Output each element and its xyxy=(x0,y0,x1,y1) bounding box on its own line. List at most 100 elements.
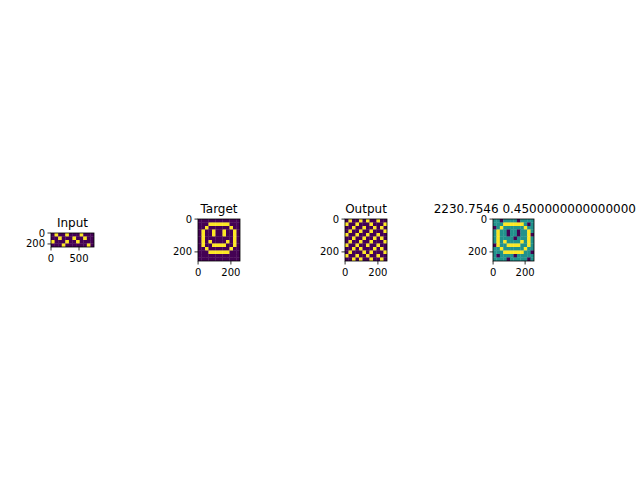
cell xyxy=(531,254,534,258)
cell xyxy=(356,237,360,241)
cell xyxy=(503,219,507,223)
cell xyxy=(51,240,55,244)
cell xyxy=(55,240,59,244)
frame xyxy=(198,219,240,261)
cell xyxy=(370,233,374,237)
cell xyxy=(345,223,349,227)
cell xyxy=(202,233,206,237)
cell xyxy=(531,251,534,255)
cell xyxy=(352,223,356,227)
cell xyxy=(202,244,206,248)
cell xyxy=(493,247,497,251)
y-tick-label: 200 xyxy=(173,246,192,257)
cell xyxy=(493,233,497,237)
cell xyxy=(527,247,531,251)
cell xyxy=(205,251,209,255)
cell xyxy=(209,247,213,251)
cell xyxy=(377,226,381,230)
cell xyxy=(363,237,367,241)
cell xyxy=(87,240,91,244)
cell xyxy=(514,258,518,262)
cell xyxy=(345,240,349,244)
cell xyxy=(237,247,241,251)
cell xyxy=(219,230,223,234)
x-tick xyxy=(525,261,526,265)
cell xyxy=(527,226,531,230)
x-tick xyxy=(79,247,80,251)
cell xyxy=(527,219,531,223)
cell xyxy=(198,223,202,227)
cell xyxy=(226,230,230,234)
cell xyxy=(380,247,384,251)
cell xyxy=(517,254,521,258)
cell xyxy=(349,240,353,244)
cell xyxy=(524,223,528,227)
cell xyxy=(370,219,374,223)
cell xyxy=(384,240,388,244)
cell xyxy=(510,254,514,258)
cell xyxy=(69,233,73,237)
cell xyxy=(345,233,349,237)
cell xyxy=(507,258,511,262)
cell xyxy=(363,219,367,223)
cell xyxy=(226,226,230,230)
cell xyxy=(233,230,237,234)
axes: 020002002230.7546 0.4500000000000000 xyxy=(434,202,636,278)
cell xyxy=(349,237,353,241)
cell xyxy=(212,237,216,241)
cell xyxy=(219,226,223,230)
cell xyxy=(73,237,77,241)
cell xyxy=(517,223,521,227)
cell xyxy=(377,254,381,258)
axes: 02000200Output xyxy=(320,202,388,278)
cell xyxy=(223,254,227,258)
cell xyxy=(73,244,77,248)
cell xyxy=(507,244,511,248)
cell xyxy=(493,230,497,234)
cell xyxy=(237,240,241,244)
cell xyxy=(359,237,363,241)
cell xyxy=(202,223,206,227)
cell xyxy=(493,254,497,258)
cell xyxy=(496,230,500,234)
cell xyxy=(514,240,518,244)
cell xyxy=(76,233,80,237)
cell xyxy=(209,230,213,234)
cell xyxy=(359,219,363,223)
cell xyxy=(500,247,504,251)
y-tick xyxy=(342,219,346,220)
cell xyxy=(198,226,202,230)
cell xyxy=(233,251,237,255)
cell xyxy=(363,230,367,234)
cell xyxy=(510,247,514,251)
cell xyxy=(212,233,216,237)
cell xyxy=(212,244,216,248)
x-tick xyxy=(345,261,346,265)
cell xyxy=(356,230,360,234)
cell xyxy=(356,258,360,262)
cell xyxy=(496,233,500,237)
cell xyxy=(527,237,531,241)
y-tick xyxy=(490,251,494,252)
cell xyxy=(219,251,223,255)
cell xyxy=(69,237,73,241)
cell xyxy=(524,233,528,237)
cell xyxy=(359,254,363,258)
cell xyxy=(503,254,507,258)
cell xyxy=(198,251,202,255)
cell xyxy=(223,233,227,237)
cell xyxy=(377,247,381,251)
cell xyxy=(230,230,234,234)
cell xyxy=(233,233,237,237)
cell xyxy=(345,254,349,258)
cell xyxy=(349,254,353,258)
cell xyxy=(531,230,534,234)
cell xyxy=(233,258,237,262)
cell xyxy=(527,230,531,234)
frame xyxy=(51,233,94,247)
cell xyxy=(62,244,66,248)
x-tick-label: 0 xyxy=(490,267,496,278)
cell xyxy=(209,233,213,237)
cell xyxy=(65,240,69,244)
x-tick-label: 0 xyxy=(195,267,201,278)
